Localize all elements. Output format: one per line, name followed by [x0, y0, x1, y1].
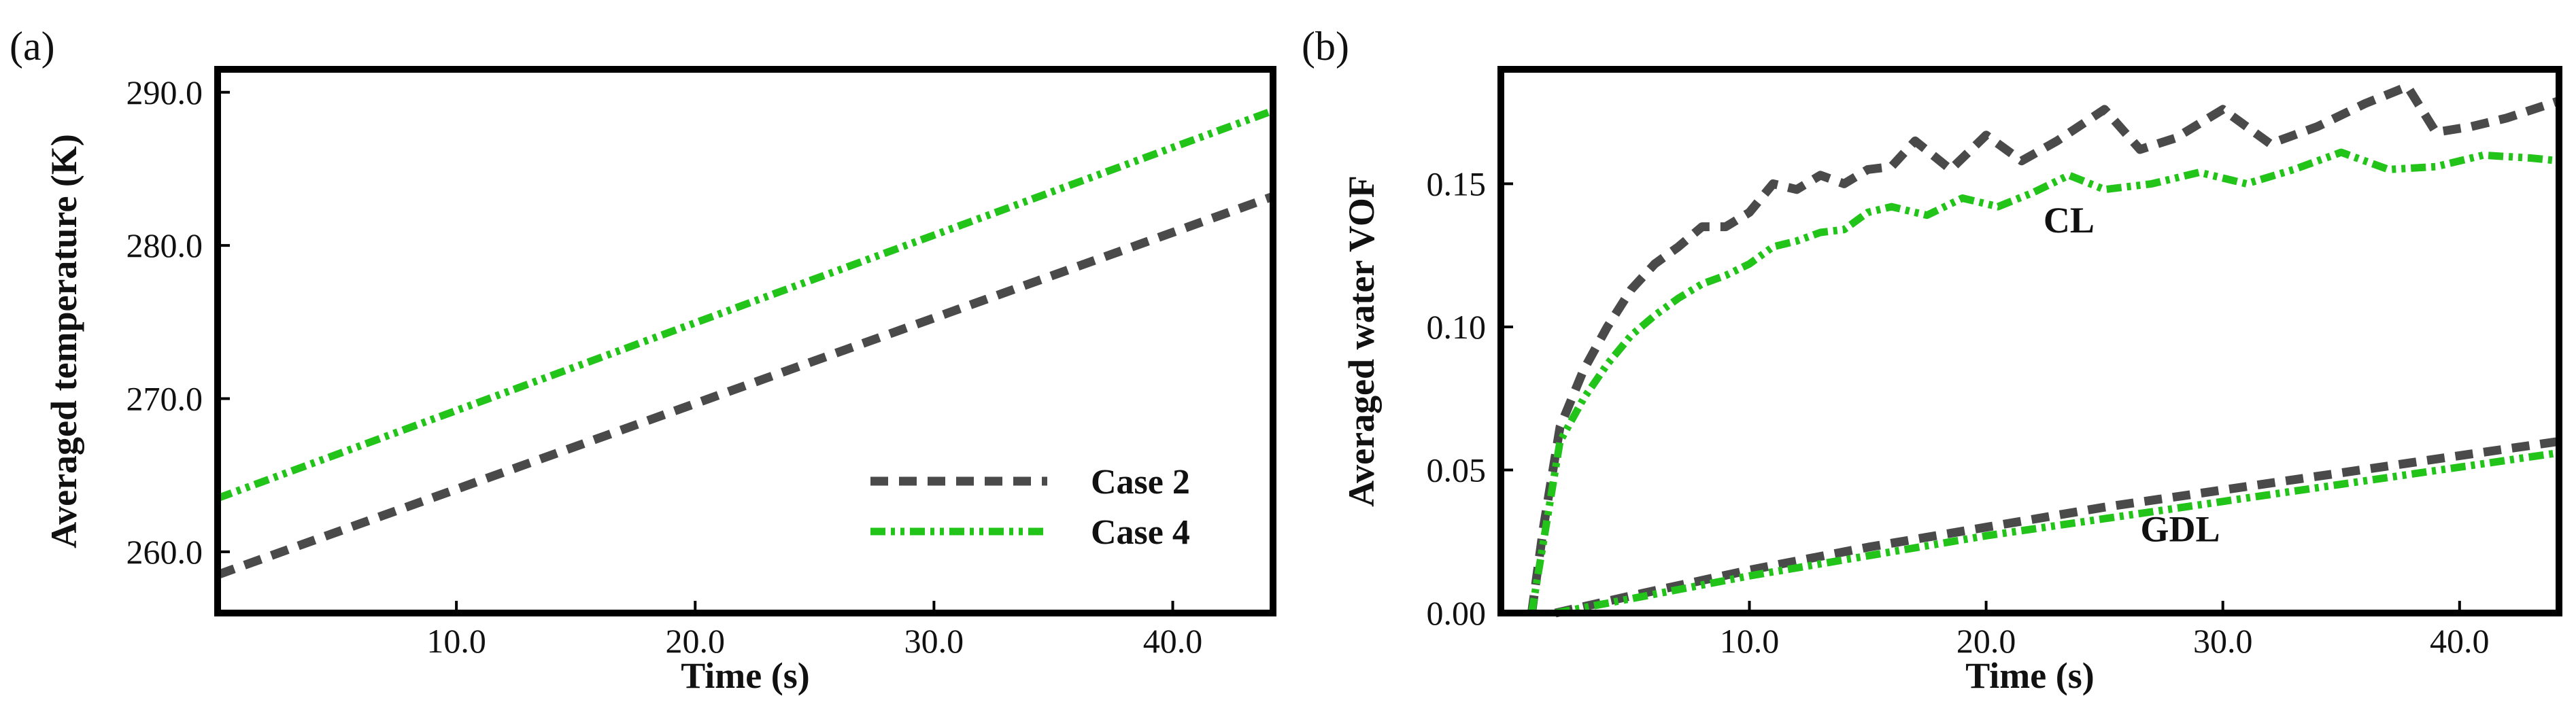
x-tick-label: 40.0	[1143, 622, 1203, 660]
x-tick-label: 20.0	[1956, 622, 2016, 660]
panel-a-xlabel: Time (s)	[681, 655, 809, 696]
panel-b-ticks: 10.0 20.0 30.0 40.0 0.00 0.05 0.10 0.15	[1427, 164, 2490, 660]
series-line-case-2-gdl	[1554, 436, 2560, 618]
series-line-case-4	[216, 107, 1274, 502]
x-tick-label: 30.0	[904, 622, 964, 660]
panel-label-b: (b)	[1302, 24, 1349, 69]
annotation-cl: CL	[2044, 200, 2095, 241]
x-tick-label: 10.0	[1720, 622, 1780, 660]
x-tick-label: 40.0	[2430, 622, 2490, 660]
x-tick-label: 30.0	[2193, 622, 2253, 660]
panel-a-series	[216, 107, 1275, 579]
y-tick-label: 260.0	[126, 533, 203, 571]
panel-a-ticks: 10.0 20.0 30.0 40.0 260.0 270.0 280.0 290.0	[126, 73, 1203, 660]
annotation-gdl: GDL	[2141, 509, 2220, 550]
series-line-case-4-cl	[1527, 148, 2560, 614]
panel-b: (b) 10.0 20.0 30.0 40.0 0.00 0.05 0.10 0.15 Tim…	[1302, 24, 2562, 696]
panel-b-series	[1527, 82, 2561, 618]
y-tick-label: 0.00	[1427, 594, 1487, 632]
x-tick-label: 10.0	[426, 622, 486, 660]
y-tick-label: 290.0	[126, 73, 203, 111]
panel-a: (a) 10.0 20.0 30.0 40.0 260.0 270.0 280.0 290.0…	[10, 24, 1276, 696]
panel-a-legend: Case 2 Case 4	[870, 463, 1190, 552]
panel-b-frame	[1497, 66, 2562, 616]
y-tick-label: 0.05	[1427, 451, 1487, 489]
y-tick-label: 280.0	[126, 226, 203, 264]
panel-a-frame	[214, 66, 1276, 616]
y-tick-label: 0.10	[1427, 308, 1487, 346]
series-line-case-4-gdl	[1555, 449, 2560, 617]
series-line-case-2-cl	[1527, 82, 2561, 614]
legend-label-case2: Case 2	[1091, 463, 1190, 502]
series-line-case-2	[216, 192, 1275, 579]
panel-label-a: (a)	[10, 24, 55, 69]
panel-b-ylabel: Averaged water VOF	[1341, 175, 1382, 507]
legend-label-case4: Case 4	[1091, 513, 1190, 552]
y-tick-label: 270.0	[126, 380, 203, 418]
panel-a-ylabel: Averaged temperature (K)	[44, 134, 84, 548]
panel-b-xlabel: Time (s)	[1965, 655, 2094, 696]
y-tick-label: 0.15	[1427, 164, 1487, 203]
x-tick-label: 20.0	[666, 622, 726, 660]
